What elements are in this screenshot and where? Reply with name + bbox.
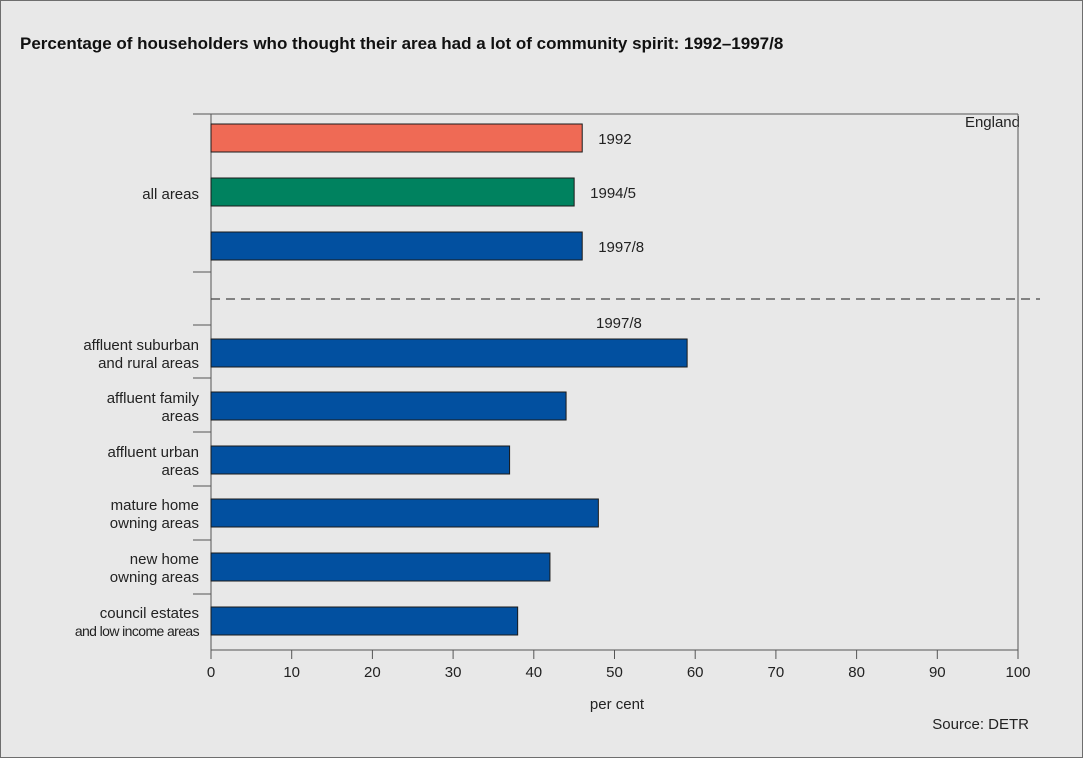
category-label-line1: council estates bbox=[100, 605, 199, 622]
category-label-line1: mature home bbox=[111, 497, 199, 514]
x-axis: 0 10 20 30 40 50 60 70 80 90 100 per cent bbox=[207, 650, 1031, 713]
x-tick-label: 80 bbox=[848, 664, 865, 681]
x-tick-label: 40 bbox=[525, 664, 542, 681]
x-tick-label: 10 bbox=[283, 664, 300, 681]
x-tick-label: 60 bbox=[687, 664, 704, 681]
bar-council-estates-and-low-income-areas bbox=[210, 606, 519, 636]
bar-all-areas-1992 bbox=[210, 123, 583, 153]
category-label-line2: areas bbox=[161, 408, 199, 425]
source-label: Source: DETR bbox=[932, 716, 1029, 733]
category-label-all-areas: all areas bbox=[142, 186, 199, 203]
section-series-label: 1997/8 bbox=[596, 315, 642, 332]
category-label-line1: affluent suburban bbox=[83, 337, 199, 354]
bar-affluent-suburban-and-rural-areas bbox=[210, 338, 688, 368]
region-label: England bbox=[964, 114, 1020, 131]
category-label-line1: affluent family bbox=[107, 390, 200, 407]
x-tick-label: 20 bbox=[364, 664, 381, 681]
x-axis-label: per cent bbox=[590, 696, 645, 713]
bar-affluent-family-areas bbox=[210, 391, 567, 421]
category-label-line1: new home bbox=[130, 551, 199, 568]
bar-new-home-owning-areas bbox=[210, 552, 551, 582]
x-tick-label: 90 bbox=[929, 664, 946, 681]
bar-series-label: 1992 bbox=[598, 131, 631, 148]
x-tick-label: 70 bbox=[768, 664, 785, 681]
bar-all-areas-1994-5 bbox=[210, 177, 575, 207]
x-tick-label: 100 bbox=[1005, 664, 1030, 681]
x-tick-label: 50 bbox=[606, 664, 623, 681]
labels: 1992 1994/5 1997/8 all areas 1997/8 affluent … bbox=[75, 131, 644, 639]
bar-series-label: 1997/8 bbox=[598, 239, 644, 256]
bars bbox=[210, 123, 688, 636]
category-label-line2: owning areas bbox=[110, 569, 199, 586]
category-label-line2: and low income areas bbox=[75, 623, 200, 639]
chart-title: Percentage of householders who thought t… bbox=[20, 34, 784, 53]
x-tick-label: 30 bbox=[445, 664, 462, 681]
category-label-line2: and rural areas bbox=[98, 355, 199, 372]
x-tick-label: 0 bbox=[207, 664, 215, 681]
bar-all-areas-1997-8 bbox=[210, 231, 583, 261]
bar-mature-home-owning-areas bbox=[210, 498, 599, 528]
category-label-line2: areas bbox=[161, 462, 199, 479]
category-label-line1: affluent urban bbox=[108, 444, 199, 461]
category-label-line2: owning areas bbox=[110, 515, 199, 532]
bar-series-label: 1994/5 bbox=[590, 185, 636, 202]
bar-affluent-urban-areas bbox=[210, 445, 511, 475]
